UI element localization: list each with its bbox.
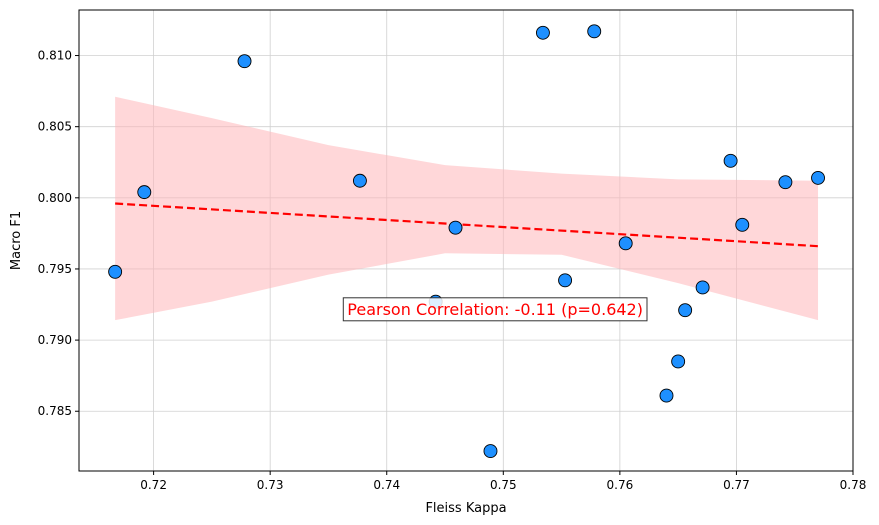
data-point [587,24,602,39]
data-point [735,217,750,232]
data-point [811,170,825,185]
x-tick-label: 0.73 [257,478,284,492]
data-point [695,280,710,295]
data-point [778,175,793,190]
correlation-annotation: Pearson Correlation: -0.11 (p=0.642) [342,297,648,322]
confidence-band-area [115,96,819,321]
y-tick-label: 0.790 [38,333,72,347]
data-point [352,173,367,188]
confidence-band [115,96,819,321]
y-tick-label: 0.800 [38,191,72,205]
data-point [108,264,123,279]
data-point [237,54,252,69]
regression-line [115,202,819,248]
plot-area-frame [78,9,854,472]
x-tick-label: 0.78 [840,478,867,492]
annotation-text: Pearson Correlation: -0.11 (p=0.642) [347,300,643,319]
data-point [671,354,686,369]
data-point [448,220,463,235]
y-axis-label: Macro F1 [9,211,24,270]
data-point [618,236,633,251]
x-tick-label: 0.74 [373,478,400,492]
x-tick-label: 0.76 [607,478,634,492]
data-points [108,24,825,459]
annotation-box [342,297,648,322]
data-point [137,185,152,200]
y-tick-label: 0.805 [38,120,72,134]
x-axis-ticks: 0.72 0.73 0.74 0.75 0.76 0.77 0.78 [140,471,866,492]
x-tick-label: 0.77 [723,478,750,492]
data-point [558,273,573,288]
y-tick-label: 0.795 [38,262,72,276]
x-axis-label: Fleiss Kappa [425,501,506,516]
data-point [723,153,738,168]
x-tick-label: 0.72 [140,478,167,492]
regression-dashed-line [115,202,819,248]
y-tick-label: 0.810 [38,49,72,63]
data-point [535,25,550,40]
data-point [659,388,674,403]
y-tick-label: 0.785 [38,404,72,418]
data-point [483,444,498,459]
y-axis-ticks: 0.785 0.790 0.795 0.800 0.805 0.810 [38,49,79,418]
x-tick-label: 0.75 [490,478,517,492]
data-point [678,303,693,318]
